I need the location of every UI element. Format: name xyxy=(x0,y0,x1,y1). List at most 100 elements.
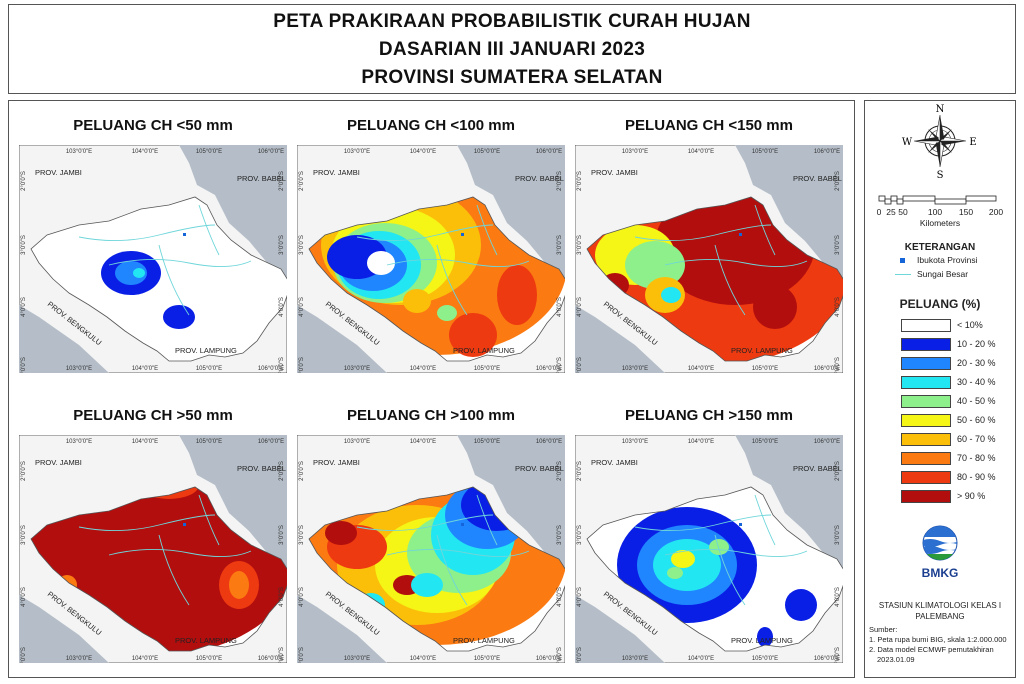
probability-zone xyxy=(403,289,431,313)
map-canvas: 103°0'0"E 103°0'0"E 104°0'0"E 104°0'0"E 105°… xyxy=(297,145,565,373)
probability-zone xyxy=(411,573,443,597)
lon-tick: 105°0'0"E xyxy=(474,656,500,662)
river-line xyxy=(386,259,530,267)
lat-tick: 3°0'0"S xyxy=(279,235,285,255)
lat-tick: 2°0'0"S xyxy=(557,461,563,481)
map-panel-title: PELUANG CH >50 mm xyxy=(73,407,233,424)
lat-tick: 4°0'0"S xyxy=(835,297,841,317)
maps-grid: PELUANG CH <50 mm 103°0'0"E 103°0'0"E 104°0… xyxy=(8,100,855,678)
lat-tick: 5°0'0"S xyxy=(299,357,305,373)
lon-tick: 106°0'0"E xyxy=(258,439,284,445)
capital-label: Ibukota Provinsi xyxy=(917,255,978,265)
lon-tick: 106°0'0"E xyxy=(814,366,840,372)
lon-tick: 103°0'0"E xyxy=(66,149,92,155)
compass-n: N xyxy=(936,104,945,115)
lat-tick: 4°0'0"S xyxy=(279,587,285,607)
river-line xyxy=(476,204,498,256)
probability-zone xyxy=(115,261,147,285)
lat-tick: 4°0'0"S xyxy=(577,297,583,317)
river-line xyxy=(714,244,746,316)
title-line-1: PETA PRAKIRAAN PROBABILISTIK CURAH HUJAN xyxy=(273,11,751,32)
river-line xyxy=(664,259,808,267)
lon-tick: 103°0'0"E xyxy=(344,656,370,662)
river-line xyxy=(198,204,220,256)
capital-marker xyxy=(739,233,742,236)
probability-zone xyxy=(229,571,249,599)
lat-tick: 5°0'0"S xyxy=(21,357,27,373)
lon-tick: 103°0'0"E xyxy=(622,366,648,372)
sea-area xyxy=(297,305,387,373)
river-line xyxy=(78,514,216,531)
lat-tick: 3°0'0"S xyxy=(299,235,305,255)
river-line xyxy=(78,224,216,241)
map-canvas: 103°0'0"E 103°0'0"E 104°0'0"E 104°0'0"E 105°… xyxy=(297,435,565,663)
lat-tick: 4°0'0"S xyxy=(577,587,583,607)
bmkg-logo-text: BMKG xyxy=(921,566,959,580)
province-label-jambi: PROV. JAMBI xyxy=(591,168,638,177)
scale-tick-100: 100 xyxy=(928,207,942,217)
lon-tick: 103°0'0"E xyxy=(344,439,370,445)
legend-swatch xyxy=(901,433,951,446)
map-canvas: 103°0'0"E 103°0'0"E 104°0'0"E 104°0'0"E 105°… xyxy=(19,435,287,663)
sea-area xyxy=(297,595,387,663)
legend-swatch xyxy=(901,376,951,389)
legend-swatch xyxy=(901,338,951,351)
source-line-2: 2. Data model ECMWF pemutakhiran xyxy=(869,645,994,654)
lon-tick: 103°0'0"E xyxy=(66,439,92,445)
sea-area xyxy=(179,145,287,295)
map-panel-title: PELUANG CH <100 mm xyxy=(347,117,515,134)
map-panel: PELUANG CH <100 mm 103°0'0"E 103°0'0"E 104°… xyxy=(297,113,565,377)
legend-swatch xyxy=(901,471,951,484)
province-label-lampung: PROV. LAMPUNG xyxy=(453,636,515,645)
lon-tick: 103°0'0"E xyxy=(66,656,92,662)
legend-label: 80 - 90 % xyxy=(957,472,996,482)
map-canvas: 103°0'0"E 103°0'0"E 104°0'0"E 104°0'0"E 105°… xyxy=(575,145,843,373)
lat-tick: 2°0'0"S xyxy=(279,461,285,481)
probability-zone xyxy=(437,305,457,321)
lon-tick: 105°0'0"E xyxy=(474,149,500,155)
source-line-1: 1. Peta rupa bumi BIG, skala 1:2.000.000 xyxy=(869,635,1007,644)
lon-tick: 103°0'0"E xyxy=(622,149,648,155)
lat-tick: 5°0'0"S xyxy=(577,647,583,663)
lon-tick: 105°0'0"E xyxy=(752,439,778,445)
lon-tick: 103°0'0"E xyxy=(622,656,648,662)
lon-tick: 106°0'0"E xyxy=(258,366,284,372)
lon-tick: 103°0'0"E xyxy=(344,366,370,372)
lat-tick: 4°0'0"S xyxy=(279,297,285,317)
river-line xyxy=(158,534,190,606)
province-label-jambi: PROV. JAMBI xyxy=(313,458,360,467)
legend-swatch xyxy=(901,319,951,332)
province-label-jambi: PROV. JAMBI xyxy=(591,458,638,467)
probability-zone xyxy=(757,627,773,647)
lat-tick: 4°0'0"S xyxy=(21,297,27,317)
lat-tick: 3°0'0"S xyxy=(577,525,583,545)
province-outline xyxy=(586,486,843,652)
lon-tick: 104°0'0"E xyxy=(688,656,714,662)
province-label-babel: PROV. BABEL xyxy=(237,174,286,183)
province-label-babel: PROV. BABEL xyxy=(793,174,842,183)
lat-tick: 2°0'0"S xyxy=(21,171,27,191)
bmkg-logo-icon xyxy=(922,525,958,561)
lat-tick: 5°0'0"S xyxy=(279,357,285,373)
lon-tick: 104°0'0"E xyxy=(688,149,714,155)
lon-tick: 105°0'0"E xyxy=(474,439,500,445)
province-label-jambi: PROV. JAMBI xyxy=(35,458,82,467)
lon-tick: 106°0'0"E xyxy=(536,149,562,155)
river-line xyxy=(634,514,772,531)
lat-tick: 2°0'0"S xyxy=(577,171,583,191)
lon-tick: 104°0'0"E xyxy=(410,656,436,662)
lat-tick: 4°0'0"S xyxy=(557,297,563,317)
peluang-heading: PELUANG (%) xyxy=(899,297,981,311)
lat-tick: 5°0'0"S xyxy=(577,357,583,373)
sources-heading: Sumber: xyxy=(869,625,898,634)
lat-tick: 3°0'0"S xyxy=(279,525,285,545)
lon-tick: 105°0'0"E xyxy=(196,439,222,445)
lon-tick: 104°0'0"E xyxy=(688,366,714,372)
legend-panel: N S E W 0 25 50 100 150 200 Kilometers K… xyxy=(864,100,1016,678)
map-canvas: 103°0'0"E 103°0'0"E 104°0'0"E 104°0'0"E 105°… xyxy=(575,435,843,663)
legend-swatch xyxy=(901,395,951,408)
lat-tick: 2°0'0"S xyxy=(577,461,583,481)
province-outline xyxy=(308,486,565,652)
keterangan-heading: KETERANGAN xyxy=(904,242,976,253)
lat-tick: 2°0'0"S xyxy=(557,171,563,191)
